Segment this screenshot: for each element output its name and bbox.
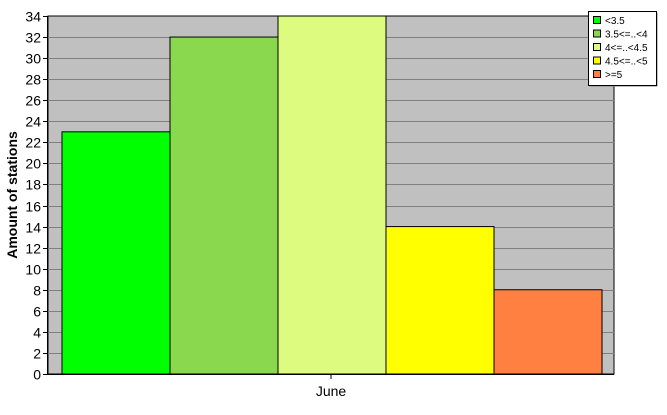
legend-swatch-1: [593, 16, 601, 24]
legend: <3.5 3.5<=..<4 4<=..<4.5 4.5<=..<5 >=5: [588, 11, 658, 87]
legend-swatch-4: [593, 56, 601, 65]
y-tick-label: 32: [25, 30, 41, 46]
legend-swatch-2: [593, 29, 601, 38]
y-tick-label: 18: [25, 177, 41, 193]
y-tick-label: 8: [33, 283, 41, 299]
y-tick-label: 2: [33, 346, 41, 362]
y-axis-title: Amount of stations: [4, 131, 20, 259]
bar-5: [493, 289, 603, 375]
y-tick-label: 4: [33, 325, 41, 341]
legend-swatch-5: [593, 70, 601, 78]
legend-label-5: >=5: [605, 70, 623, 81]
legend-label-3: 4<=..<4.5: [605, 43, 648, 54]
y-tick-label: 16: [25, 199, 41, 215]
legend-label-2: 3.5<=..<4: [605, 30, 648, 41]
y-tick-label: 0: [33, 367, 41, 383]
x-tick-label: June: [316, 383, 347, 399]
y-tick-label: 28: [25, 72, 41, 88]
bar-2: [169, 36, 279, 375]
y-tick-label: 34: [25, 9, 41, 25]
y-tick-label: 20: [25, 156, 41, 172]
y-tick-label: 26: [25, 93, 41, 109]
bar-1: [61, 131, 171, 375]
y-tick-label: 10: [25, 262, 41, 278]
x-axis: June: [48, 374, 614, 399]
y-tick-label: 12: [25, 241, 41, 257]
y-tick-label: 14: [25, 220, 41, 236]
legend-label-1: <3.5: [605, 16, 625, 27]
y-tick-label: 6: [33, 304, 41, 320]
legend-swatch-3: [593, 43, 601, 51]
y-tick-label: 22: [25, 135, 41, 151]
legend-label-4: 4.5<=..<5: [605, 57, 648, 68]
bars: [61, 15, 603, 375]
y-tick-label: 24: [25, 114, 41, 130]
y-tick-label: 30: [25, 51, 41, 67]
bar-3: [277, 15, 387, 375]
bar-4: [385, 226, 495, 375]
